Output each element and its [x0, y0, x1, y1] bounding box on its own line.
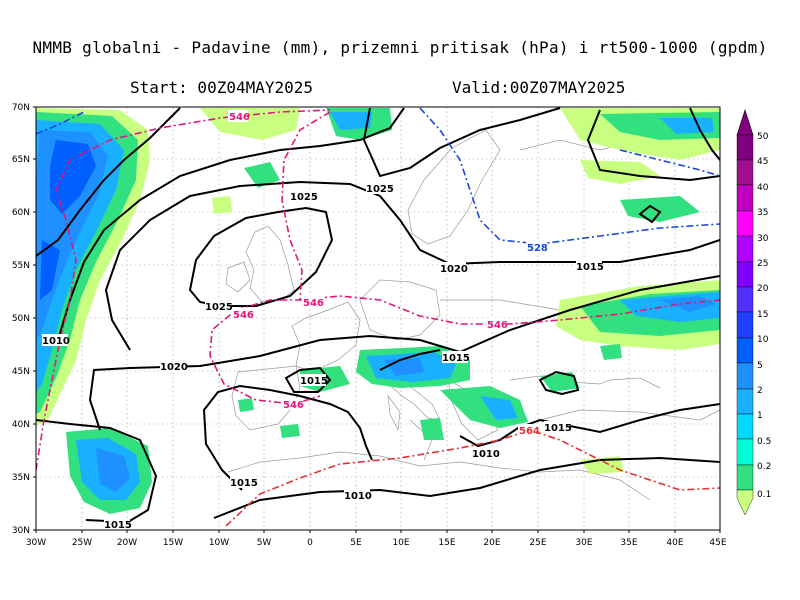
colorbar-swatch	[736, 235, 754, 263]
lat-label: 60N	[12, 208, 30, 218]
isobar-label: 1020	[160, 362, 188, 373]
isobar-label: 1010	[42, 336, 70, 347]
isobar-label: 1025	[366, 184, 394, 195]
colorbar-label: 20	[757, 284, 769, 294]
tick-marks	[33, 106, 721, 533]
colorbar-swatch	[736, 413, 754, 440]
lon-label: 10W	[209, 538, 229, 548]
lon-label: 15W	[163, 538, 183, 548]
thickness-label: 564	[519, 426, 540, 437]
lon-label: 0	[307, 538, 313, 548]
thickness-label: 546	[283, 400, 304, 411]
thickness-label: 528	[527, 243, 548, 254]
lon-label: 45E	[709, 538, 726, 548]
colorbar: 50 45 40 35 30 25 20 15 10 5 2 1 0.5 0.2…	[736, 109, 771, 516]
isobar-label: 1020	[440, 264, 468, 275]
isobar-label: 1015	[544, 423, 572, 434]
colorbar-swatch	[736, 337, 754, 364]
lat-label: 50N	[12, 314, 30, 324]
colorbar-swatch	[736, 286, 754, 313]
lon-label: 30E	[575, 538, 592, 548]
lat-label: 45N	[12, 367, 30, 377]
thickness-label: 546	[233, 310, 254, 321]
colorbar-arrow-bottom	[736, 489, 754, 516]
lon-label: 25E	[529, 538, 546, 548]
colorbar-label: 15	[757, 310, 768, 320]
lat-label: 40N	[12, 420, 30, 430]
colorbar-label: 5	[757, 361, 763, 371]
thickness-lines	[36, 107, 720, 527]
lon-label: 20E	[483, 538, 500, 548]
isobar-label: 1015	[442, 353, 470, 364]
lon-label: 10E	[392, 538, 409, 548]
thickness-label: 546	[487, 320, 508, 331]
colorbar-label: 50	[757, 132, 769, 142]
lon-label: 20W	[117, 538, 137, 548]
colorbar-swatch	[736, 362, 754, 390]
latitude-labels: 70N 65N 60N 55N 50N 45N 40N 35N 30N	[12, 103, 30, 536]
colorbar-label: 10	[757, 335, 769, 345]
lat-label: 55N	[12, 261, 30, 271]
colorbar-label: 2	[757, 386, 763, 396]
colorbar-swatch	[736, 159, 754, 186]
colorbar-label: 35	[757, 208, 768, 218]
lat-label: 35N	[12, 473, 30, 483]
longitude-labels: 30W 25W 20W 15W 10W 5W 0 5E 10E 15E 20E …	[26, 538, 727, 548]
colorbar-swatch	[736, 210, 754, 237]
isobar-label: 1015	[230, 478, 258, 489]
colorbar-swatch	[736, 134, 754, 161]
isobar-label: 1010	[472, 449, 500, 460]
colorbar-label: 1	[757, 411, 763, 421]
colorbar-swatch	[736, 388, 754, 415]
colorbar-swatch	[736, 184, 754, 212]
colorbar-swatch	[736, 464, 754, 491]
colorbar-label: 0.2	[757, 462, 771, 472]
isobar-labels: 1025 1025 1025 1020 1015 1010 1020 1015 …	[42, 182, 604, 531]
colorbar-arrow-top	[736, 109, 754, 136]
colorbar-label: 0.5	[757, 437, 771, 447]
lat-label: 70N	[12, 103, 30, 113]
lon-label: 40E	[666, 538, 683, 548]
colorbar-label: 0.1	[757, 490, 771, 500]
thickness-label: 546	[229, 112, 250, 123]
lat-label: 65N	[12, 155, 30, 165]
colorbar-label: 25	[757, 259, 768, 269]
isobar-label: 1025	[290, 192, 318, 203]
thickness-label: 546	[303, 298, 324, 309]
lon-label: 15E	[438, 538, 455, 548]
colorbar-swatch	[736, 311, 754, 339]
thickness-labels: 546 546 546 546 546 528 564	[228, 110, 548, 437]
isobar-label: 1025	[205, 302, 233, 313]
isobar-label: 1015	[300, 376, 328, 387]
colorbar-label: 45	[757, 157, 768, 167]
lon-label: 5W	[257, 538, 272, 548]
lon-label: 30W	[26, 538, 46, 548]
isobar-label: 1010	[344, 491, 372, 502]
lon-label: 25W	[72, 538, 92, 548]
isobar-label: 1015	[104, 520, 132, 531]
colorbar-swatch	[736, 261, 754, 288]
chart-title: NMMB globalni - Padavine (mm), prizemni …	[32, 38, 768, 57]
colorbar-label: 40	[757, 183, 769, 193]
start-time: Start: 00Z04MAY2025	[130, 78, 314, 97]
lon-label: 5E	[350, 538, 362, 548]
lat-label: 30N	[12, 526, 30, 536]
lon-label: 35E	[620, 538, 637, 548]
isobar-label: 1015	[576, 262, 604, 273]
colorbar-swatch	[736, 438, 754, 466]
colorbar-label: 30	[757, 234, 769, 244]
valid-time: Valid:00Z07MAY2025	[452, 78, 626, 97]
